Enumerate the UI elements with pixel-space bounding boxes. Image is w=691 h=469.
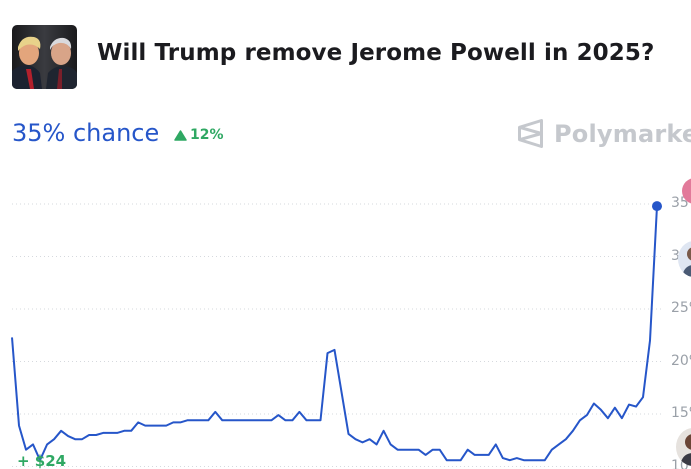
triangle-up-icon [174,129,187,141]
trader-avatar[interactable] [682,178,691,204]
brand-watermark: Polymarket [517,118,691,149]
person-icon [680,434,691,466]
current-value-dot [652,201,662,212]
trump-powell-photo-icon [12,25,77,89]
y-tick-label: 20% [671,352,691,369]
trader-avatar[interactable] [676,428,691,466]
change-indicator: 12% [174,127,224,143]
chance-value: 35% chance [12,119,160,147]
volume-change: + $24 [17,452,67,469]
change-value: 12% [190,127,224,143]
market-thumbnail [12,25,77,89]
market-title: Will Trump remove Jerome Powell in 2025? [97,40,655,66]
y-tick-label: 15% [671,405,691,421]
brand-name: Polymarket [554,119,691,148]
y-tick-label: 25% [671,300,691,316]
polymarket-logo-icon [518,119,543,148]
y-tick-label: 10% [671,457,691,469]
chart-gridlines [12,203,664,467]
probability-line [11,206,658,462]
